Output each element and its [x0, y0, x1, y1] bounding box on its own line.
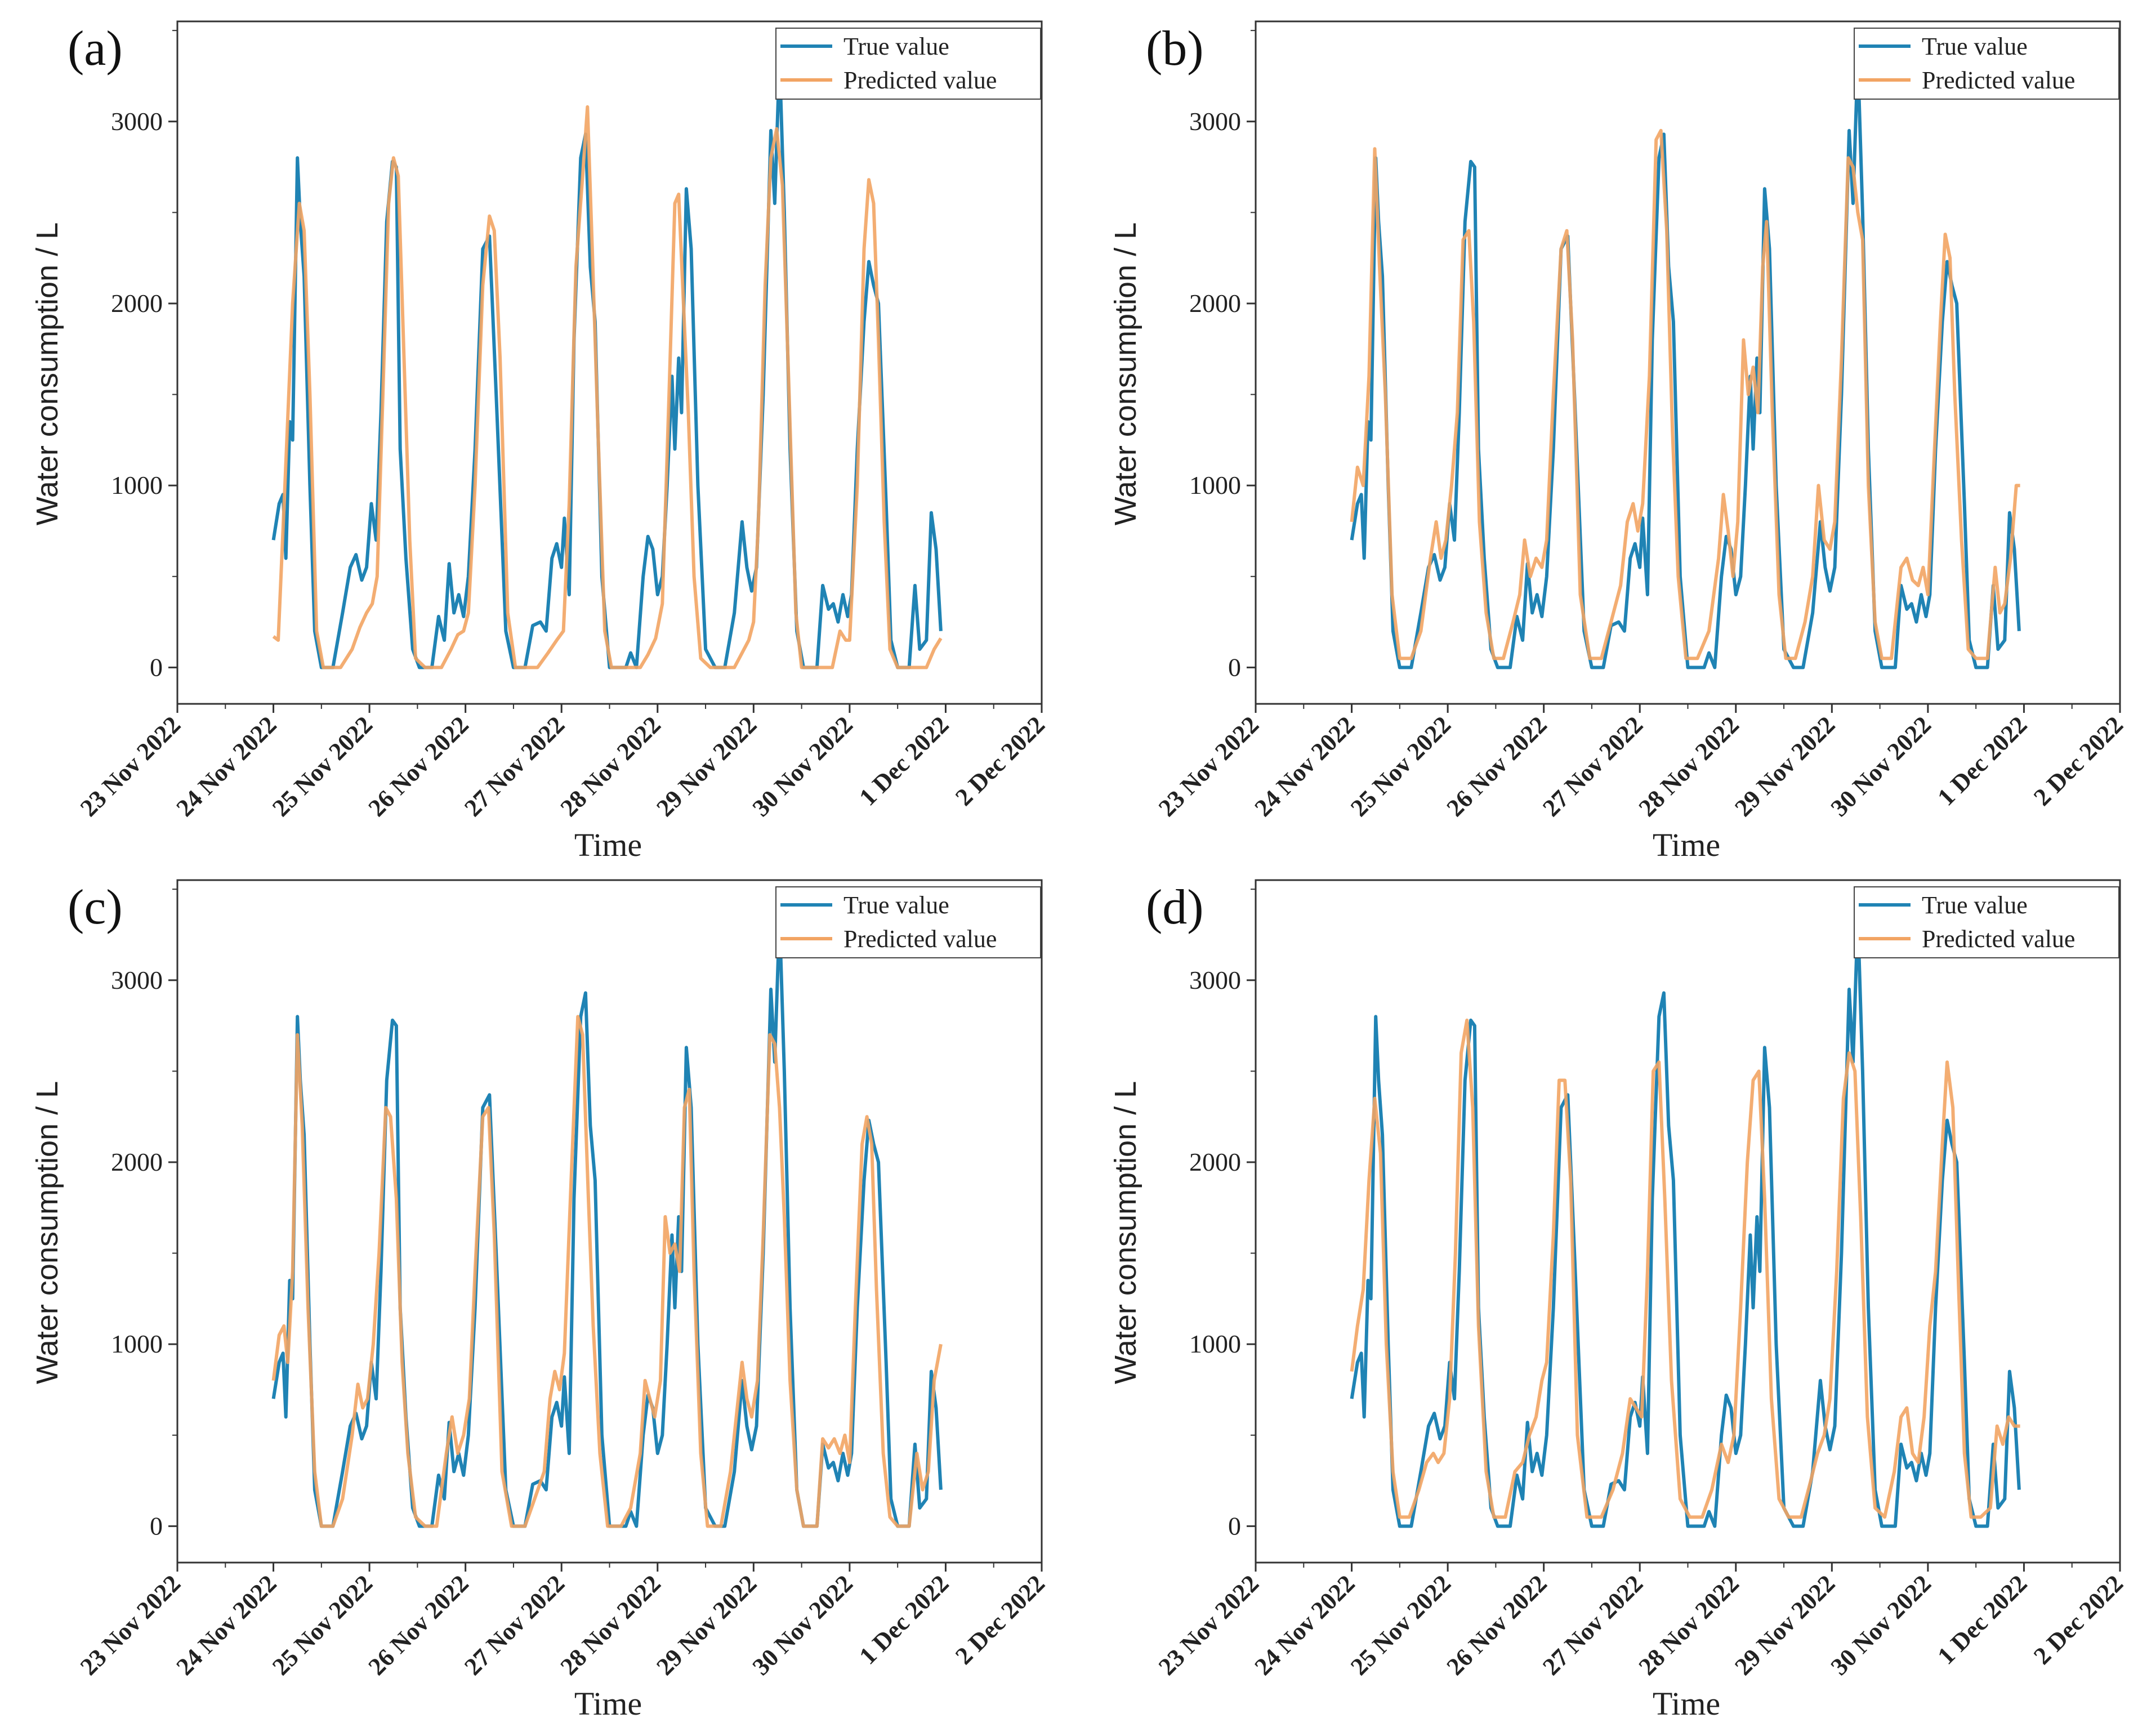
series-line-true-value — [1350, 914, 2021, 1528]
x-axis-title: Time — [574, 1685, 642, 1722]
legend-box — [775, 886, 1041, 958]
x-tick-label: 25 Nov 2022 — [267, 711, 378, 822]
x-tick-label: 27 Nov 2022 — [459, 1569, 570, 1680]
series-line-true-value — [271, 914, 943, 1528]
x-tick-label: 2 Dec 2022 — [950, 1569, 1050, 1670]
y-tick-label: 1000 — [111, 471, 163, 499]
y-tick-label: 1000 — [1189, 471, 1241, 499]
legend-label: True value — [843, 33, 949, 60]
x-tick-label: 25 Nov 2022 — [1345, 711, 1456, 822]
x-tick-label: 29 Nov 2022 — [1729, 1569, 1840, 1680]
x-tick-label: 27 Nov 2022 — [459, 711, 570, 822]
y-tick-label: 2000 — [1189, 289, 1241, 318]
y-tick-label: 3000 — [111, 107, 163, 136]
x-tick-label: 25 Nov 2022 — [267, 1569, 378, 1680]
y-tick-label: 0 — [1228, 1511, 1241, 1540]
x-tick-label: 26 Nov 2022 — [1441, 1569, 1552, 1680]
x-tick-label: 28 Nov 2022 — [555, 1569, 666, 1680]
x-tick-label: 28 Nov 2022 — [555, 711, 666, 822]
x-tick-label: 26 Nov 2022 — [1441, 711, 1552, 822]
x-tick-label: 30 Nov 2022 — [747, 711, 858, 822]
panel-label: (a) — [68, 21, 123, 76]
x-tick-label: 23 Nov 2022 — [75, 711, 186, 822]
x-tick-label: 29 Nov 2022 — [651, 711, 762, 822]
y-tick-label: 3000 — [1189, 966, 1241, 994]
x-tick-label: 23 Nov 2022 — [1153, 711, 1264, 822]
x-tick-label: 30 Nov 2022 — [1826, 711, 1936, 822]
x-tick-label: 29 Nov 2022 — [651, 1569, 762, 1680]
x-tick-label: 26 Nov 2022 — [363, 1569, 474, 1680]
x-tick-label: 1 Dec 2022 — [1932, 711, 2032, 811]
y-axis-title: Water consumption / L — [30, 222, 64, 525]
legend-label: True value — [843, 891, 949, 919]
series-line-predicted-value — [271, 1015, 943, 1528]
y-tick-label: 0 — [150, 1511, 163, 1540]
x-tick-label: 23 Nov 2022 — [75, 1569, 186, 1680]
x-tick-label: 30 Nov 2022 — [747, 1569, 858, 1680]
panel-label: (d) — [1146, 880, 1204, 935]
x-tick-label: 30 Nov 2022 — [1826, 1569, 1936, 1680]
x-tick-label: 2 Dec 2022 — [2028, 711, 2128, 811]
y-tick-label: 1000 — [1189, 1329, 1241, 1358]
x-tick-label: 28 Nov 2022 — [1633, 711, 1744, 822]
panel-label: (c) — [68, 880, 123, 935]
x-tick-label: 1 Dec 2022 — [854, 711, 954, 811]
y-axis-title: Water consumption / L — [30, 1081, 64, 1384]
legend-label: True value — [1922, 891, 2028, 919]
x-tick-label: 24 Nov 2022 — [1249, 1569, 1360, 1680]
x-tick-label: 28 Nov 2022 — [1633, 1569, 1744, 1680]
legend-box — [775, 28, 1041, 100]
x-tick-label: 24 Nov 2022 — [171, 711, 282, 822]
x-axis-title: Time — [1653, 827, 1720, 863]
y-axis-title: Water consumption / L — [1109, 1081, 1142, 1384]
x-tick-label: 1 Dec 2022 — [1932, 1569, 2032, 1670]
legend-label: Predicted value — [1922, 925, 2075, 953]
x-tick-label: 24 Nov 2022 — [171, 1569, 282, 1680]
x-tick-label: 2 Dec 2022 — [2028, 1569, 2128, 1670]
legend-box — [1854, 28, 2119, 100]
x-axis-title: Time — [1653, 1685, 1720, 1722]
y-tick-label: 2000 — [111, 289, 163, 318]
x-tick-label: 27 Nov 2022 — [1537, 711, 1648, 822]
y-tick-label: 3000 — [111, 966, 163, 994]
series-line-true-value — [271, 56, 943, 670]
y-axis-title: Water consumption / L — [1109, 222, 1142, 525]
legend-box — [1854, 886, 2119, 958]
x-tick-label: 26 Nov 2022 — [363, 711, 474, 822]
y-tick-label: 0 — [1228, 653, 1241, 681]
x-tick-label: 27 Nov 2022 — [1537, 1569, 1648, 1680]
x-axis-title: Time — [574, 827, 642, 863]
series-line-predicted-value — [1350, 128, 2020, 661]
panel-label: (b) — [1146, 21, 1204, 76]
x-tick-label: 25 Nov 2022 — [1345, 1569, 1456, 1680]
y-tick-label: 3000 — [1189, 107, 1241, 136]
x-tick-label: 1 Dec 2022 — [854, 1569, 954, 1670]
x-tick-label: 29 Nov 2022 — [1729, 711, 1840, 822]
series-line-true-value — [1350, 56, 2021, 670]
y-tick-label: 1000 — [111, 1329, 163, 1358]
x-tick-label: 24 Nov 2022 — [1249, 711, 1360, 822]
y-tick-label: 0 — [150, 653, 163, 681]
x-tick-label: 23 Nov 2022 — [1153, 1569, 1264, 1680]
legend-label: Predicted value — [843, 66, 997, 94]
series-line-predicted-value — [1350, 1018, 2020, 1519]
x-tick-label: 2 Dec 2022 — [950, 711, 1050, 811]
legend-label: True value — [1922, 33, 2028, 60]
series-line-predicted-value — [272, 105, 943, 670]
legend-label: Predicted value — [843, 925, 997, 953]
y-tick-label: 2000 — [111, 1148, 163, 1176]
legend-label: Predicted value — [1922, 66, 2075, 94]
y-tick-label: 2000 — [1189, 1148, 1241, 1176]
